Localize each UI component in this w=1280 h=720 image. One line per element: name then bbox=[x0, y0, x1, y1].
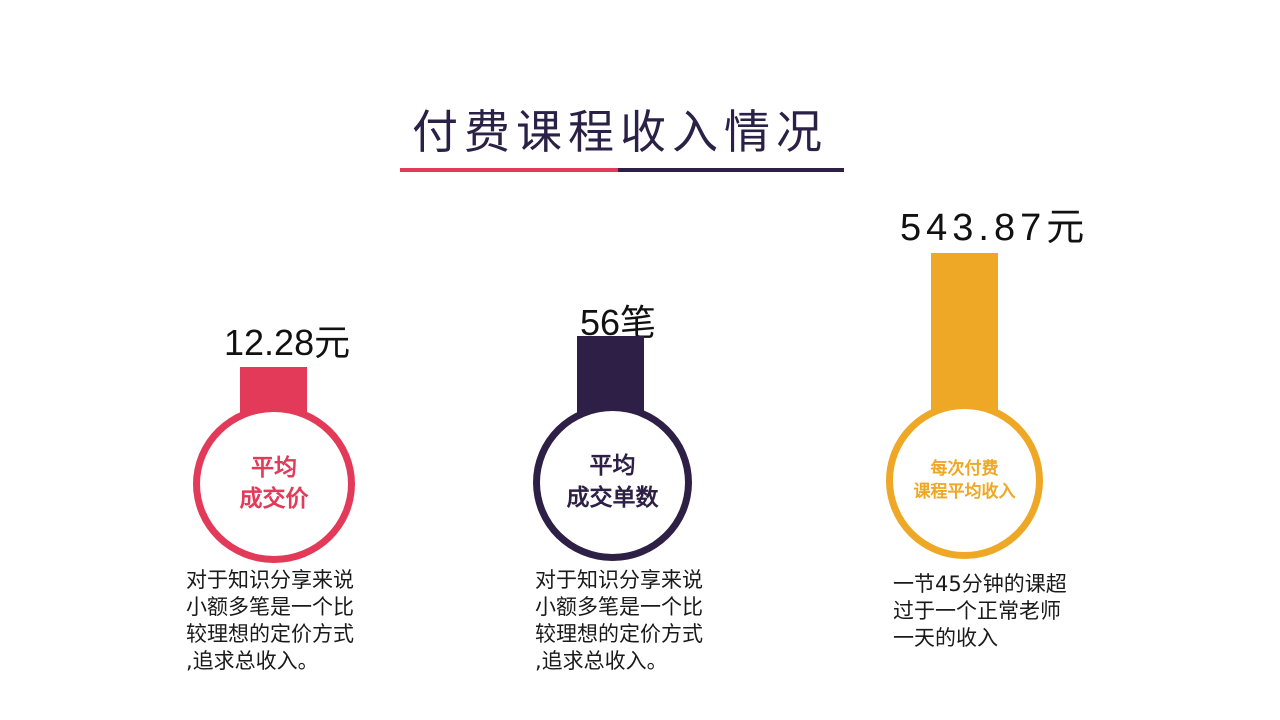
data-label-average-price: 12.28元 bbox=[224, 322, 351, 363]
description-average-orders: 对于知识分享来说 小额多笔是一个比 较理想的定价方式 ,追求总收入。 bbox=[535, 568, 703, 673]
title-underline bbox=[400, 168, 844, 172]
circle-average-income: 每次付费 课程平均收入 bbox=[886, 402, 1043, 559]
underline-navy-segment bbox=[618, 168, 844, 172]
data-label-average-income: 543.87元 bbox=[900, 207, 1090, 249]
category-label-average-price: 平均 成交价 bbox=[239, 454, 309, 512]
circle-average-price: 平均 成交价 bbox=[193, 405, 355, 563]
description-average-income: 一节45分钟的课超 过于一个正常老师 一天的收入 bbox=[893, 572, 1067, 650]
bar-average-orders bbox=[577, 336, 644, 416]
description-average-price: 对于知识分享来说 小额多笔是一个比 较理想的定价方式 ,追求总收入。 bbox=[186, 568, 354, 673]
page-title: 付费课程收入情况 bbox=[412, 105, 828, 159]
bar-average-income bbox=[931, 253, 998, 418]
underline-red-segment bbox=[400, 168, 618, 172]
category-label-average-orders: 平均 成交单数 bbox=[566, 453, 659, 511]
circle-average-orders: 平均 成交单数 bbox=[533, 404, 692, 561]
category-label-average-income: 每次付费 课程平均收入 bbox=[913, 458, 1016, 502]
